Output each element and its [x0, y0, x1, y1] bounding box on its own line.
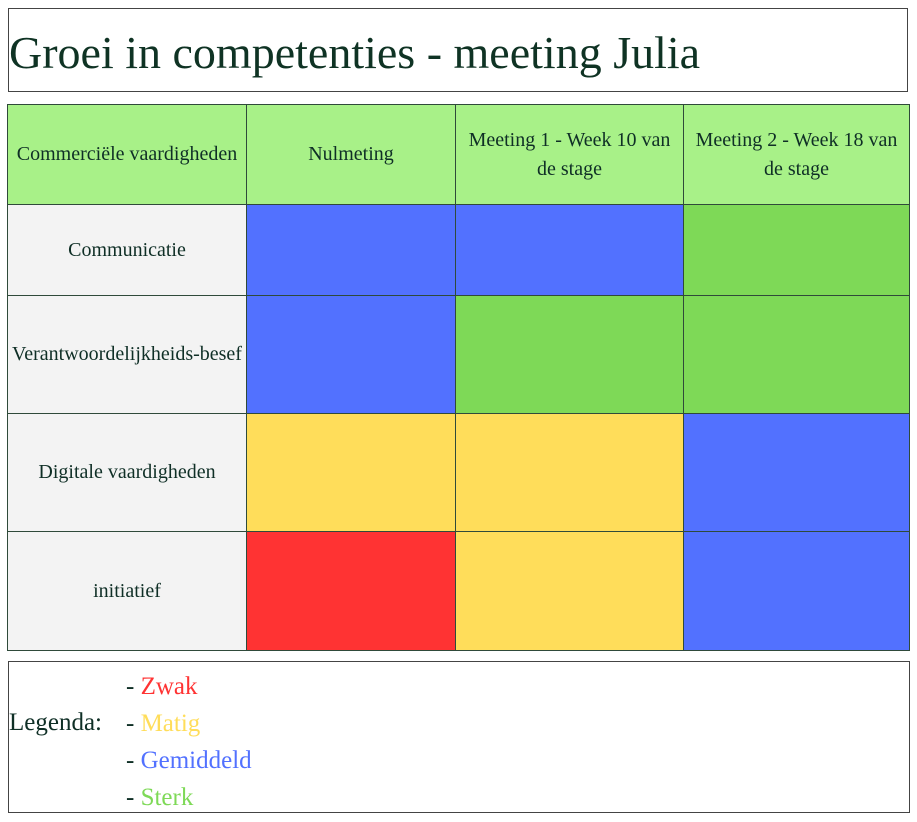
score-cell	[683, 531, 910, 651]
legend-name-gemiddeld: Gemiddeld	[140, 747, 252, 774]
score-cell	[683, 413, 910, 532]
header-cell-competency: Commerciële vaardigheden	[7, 104, 247, 205]
score-cell	[683, 204, 910, 296]
header-cell-meeting-2: Meeting 2 - Week 18 van de stage	[683, 104, 910, 205]
legend-item-gemiddeld: - Gemiddeld	[126, 742, 252, 779]
score-cell	[455, 204, 684, 296]
row-label: Verantwoordelijkheids-besef	[7, 295, 247, 414]
header-row: Commerciële vaardigheden Nulmeting Meeti…	[7, 104, 910, 205]
legend-list: - Zwak - Matig - Gemiddeld - Sterk	[126, 668, 252, 816]
legend-item-matig: - Matig	[126, 705, 252, 742]
legend-dash: -	[126, 747, 135, 774]
row-label: Communicatie	[7, 204, 247, 296]
legend-name-sterk: Sterk	[140, 784, 194, 811]
table-row: Digitale vaardigheden	[7, 413, 910, 532]
score-cell	[683, 295, 910, 414]
legend-item-zwak: - Zwak	[126, 668, 252, 705]
page-title: Groei in competenties - meeting Julia	[9, 27, 701, 78]
table-row: Communicatie	[7, 204, 910, 296]
legend-dash: -	[126, 673, 135, 700]
row-label: initiatief	[7, 531, 247, 651]
score-cell	[455, 295, 684, 414]
legend-box: Legenda: - Zwak - Matig - Gemiddeld - St…	[8, 661, 910, 813]
score-cell	[246, 413, 456, 532]
title-box: Groei in competenties - meeting Julia	[8, 8, 908, 92]
header-cell-meeting-1: Meeting 1 - Week 10 van de stage	[455, 104, 684, 205]
legend-dash: -	[126, 784, 135, 811]
header-cell-nulmeting: Nulmeting	[246, 104, 456, 205]
row-label: Digitale vaardigheden	[7, 413, 247, 532]
legend-name-zwak: Zwak	[140, 673, 198, 700]
legend-dash: -	[126, 710, 135, 737]
score-cell	[246, 204, 456, 296]
score-cell	[455, 531, 684, 651]
score-cell	[246, 295, 456, 414]
table-row: Verantwoordelijkheids-besef	[7, 295, 910, 414]
legend-item-sterk: - Sterk	[126, 779, 252, 816]
legend-name-matig: Matig	[140, 710, 201, 737]
table-row: initiatief	[7, 531, 910, 651]
score-cell	[455, 413, 684, 532]
legend-label: Legenda:	[9, 709, 103, 736]
competency-table: Commerciële vaardigheden Nulmeting Meeti…	[7, 104, 910, 651]
score-cell	[246, 531, 456, 651]
